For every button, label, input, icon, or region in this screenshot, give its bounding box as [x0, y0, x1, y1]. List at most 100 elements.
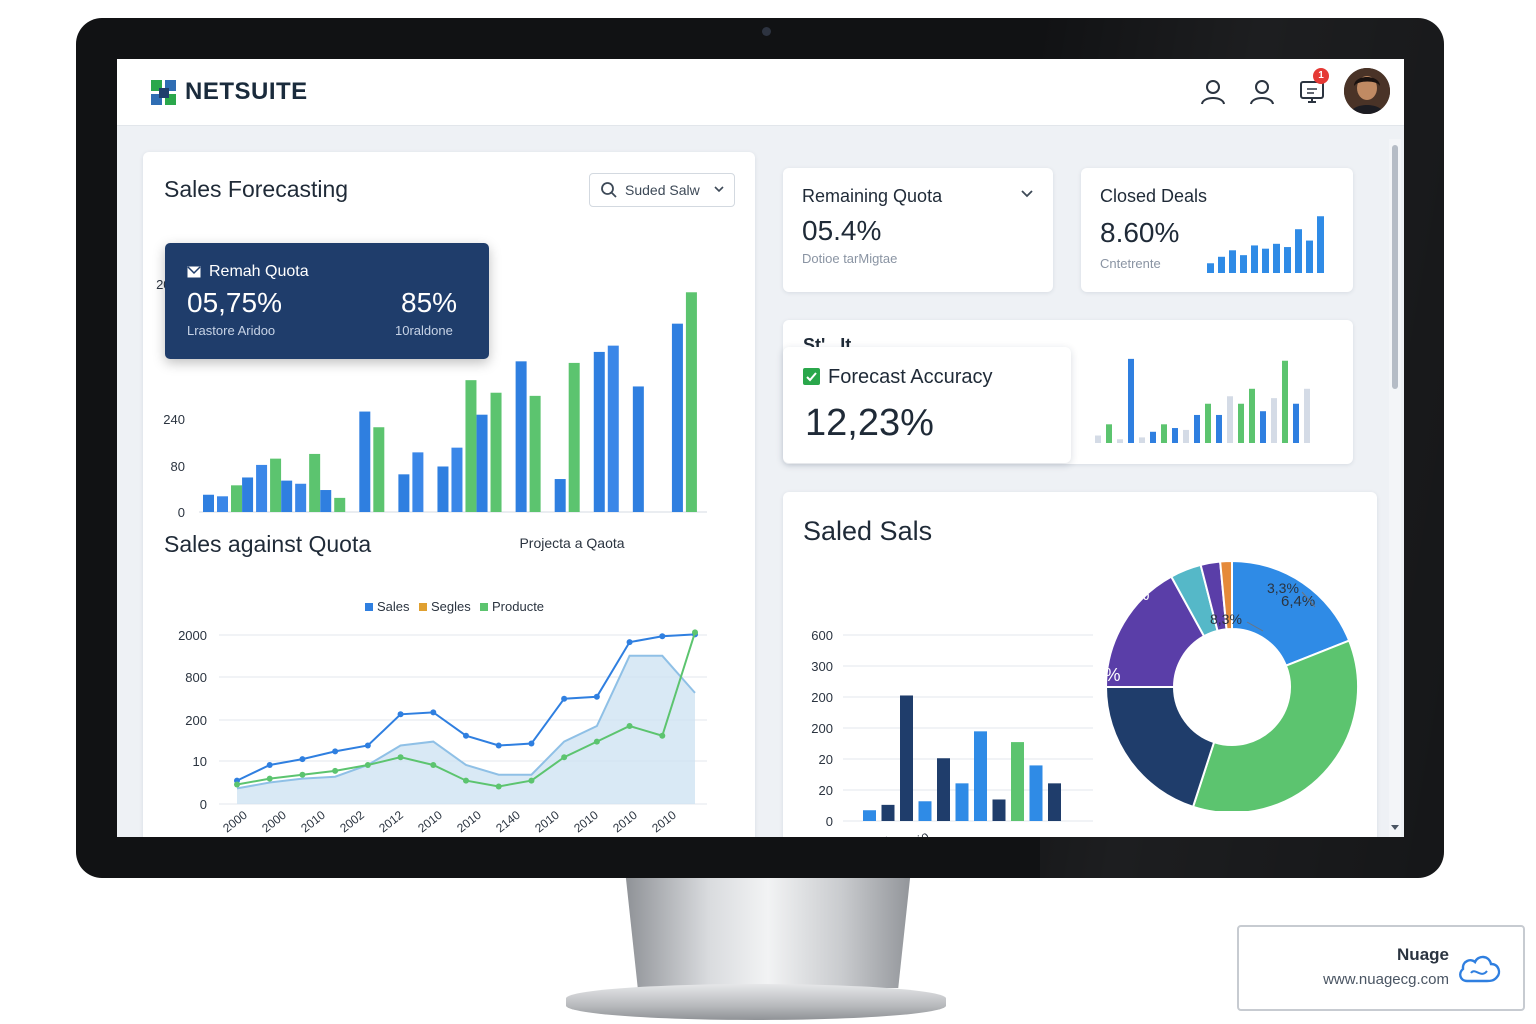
bar [671, 323, 683, 512]
y-tick-label: 20 [819, 783, 833, 798]
legend-swatch [419, 603, 427, 611]
forecast-accuracy-title: Forecast Accuracy [828, 366, 993, 388]
x-tick-label: 2000 [259, 808, 289, 836]
webcam [762, 27, 771, 36]
remaining-quota-title: Remaining Quota [802, 186, 943, 206]
bar [412, 452, 424, 512]
netsuite-logo-icon [151, 80, 176, 105]
avatar[interactable] [1344, 68, 1390, 114]
remain-quota-tooltip: Remah Quota 05,75% 85% Lrastore Aridoo 1… [165, 243, 489, 359]
bar [554, 479, 566, 512]
data-point [364, 742, 371, 749]
bar [1207, 263, 1214, 273]
x-tick-label: 2010 [415, 808, 445, 836]
vertical-scrollbar[interactable] [1389, 139, 1401, 837]
user-icon[interactable] [1198, 77, 1228, 107]
bar [1048, 783, 1061, 821]
bar [217, 496, 228, 512]
bar [632, 386, 644, 512]
x-tick-label: Oaco [928, 834, 959, 837]
bar [1106, 424, 1112, 443]
bar [334, 497, 346, 512]
x-tick-label: Munu [1030, 833, 1062, 837]
bar [1229, 250, 1236, 273]
bar [490, 392, 502, 512]
bar [1238, 403, 1244, 443]
bar [281, 480, 293, 512]
legend-label: Producte [492, 599, 544, 614]
bar [1011, 742, 1024, 821]
bar [1172, 428, 1178, 443]
data-point [299, 756, 306, 763]
data-point [397, 754, 404, 761]
forecast-accuracy-chart [1095, 358, 1310, 443]
y-tick-label: 0 [200, 797, 207, 812]
y-tick-label: 2000 [178, 628, 207, 643]
pie-slice [1104, 575, 1206, 688]
bar [1306, 240, 1313, 273]
data-point [528, 777, 535, 784]
data-point [234, 781, 240, 788]
bar [918, 801, 932, 821]
pie-label: 1,2% [1079, 665, 1120, 685]
tooltip-value-right: 85% [401, 287, 458, 318]
bar [309, 453, 321, 512]
legend-swatch [480, 603, 488, 611]
pie-label: 2,4% [1108, 584, 1149, 604]
closed-deals-title: Closed Deals [1100, 186, 1208, 206]
bar [270, 458, 282, 512]
bar [1205, 403, 1211, 443]
bar [529, 395, 541, 512]
data-point [364, 762, 371, 768]
data-point [266, 762, 273, 768]
x-tick-label: 2012 [376, 808, 406, 836]
data-point [659, 732, 666, 739]
x-axis-label: Projecta a Qaota [519, 535, 624, 551]
x-tick-label: Ontwio [894, 828, 932, 837]
y-tick-label: 200 [811, 721, 833, 736]
bar [593, 351, 605, 512]
data-point [626, 639, 633, 646]
bar [1240, 255, 1247, 273]
chevron-down-icon[interactable] [1021, 190, 1033, 198]
checkbox-icon [803, 368, 820, 385]
y-tick-label: 600 [811, 628, 833, 643]
y-tick-label: 0 [826, 814, 833, 829]
forecast-header-partial: St' ..It.. [803, 335, 862, 347]
monitor-base [566, 984, 946, 1020]
bar [359, 411, 371, 512]
search-input[interactable]: Suded Salw [589, 173, 735, 207]
bar [1161, 424, 1167, 443]
pie-label: 3,3% [1267, 580, 1299, 596]
bar [256, 464, 268, 512]
saled-sals-title: Saled Sals [803, 516, 933, 546]
bar [955, 783, 969, 821]
bar [1183, 429, 1189, 443]
bar [1295, 229, 1302, 273]
bar [1317, 216, 1324, 273]
x-tick-label: 2010 [649, 808, 679, 836]
saled-sals-bar-chart: 0 20 20 200 200 300 600 NuawOntwioOacoAuwuPanoM… [811, 628, 1093, 837]
y-tick-label: 0 [178, 505, 185, 520]
bar [863, 810, 876, 821]
data-point [463, 777, 469, 784]
nuage-url: www.nuagecg.com [1323, 971, 1449, 988]
scroll-down-arrow-icon[interactable] [1391, 825, 1399, 831]
user-icon[interactable] [1247, 77, 1277, 107]
x-tick-label: 2002 [337, 808, 367, 836]
data-point [692, 629, 698, 636]
bar [1218, 256, 1225, 273]
nuage-brand-card: Nuage www.nuagecg.com [1237, 925, 1525, 1011]
y-tick-label: 800 [185, 670, 207, 685]
data-point [266, 775, 273, 782]
scrollbar-thumb[interactable] [1392, 145, 1398, 389]
bar [373, 427, 385, 512]
bar [515, 361, 527, 512]
y-tick-label: 240 [163, 412, 185, 427]
y-tick-label: 200 [185, 713, 207, 728]
bar [685, 292, 697, 512]
sales-against-quota-title: Sales against Quota [164, 531, 372, 557]
closed-deals-value: 8.60% [1100, 217, 1180, 248]
notification-icon[interactable] [1297, 77, 1327, 107]
forecast-accuracy-value: 12,23% [805, 402, 934, 444]
